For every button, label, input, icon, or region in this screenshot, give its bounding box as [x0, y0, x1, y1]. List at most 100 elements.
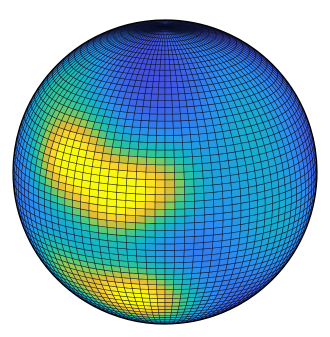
- surface-patch: [164, 64, 171, 71]
- surface-patch: [153, 69, 161, 77]
- surface-patch: [164, 106, 173, 115]
- surface-patch: [106, 198, 117, 208]
- surface-patch: [164, 302, 173, 307]
- surface-patch: [156, 127, 166, 136]
- surface-patch: [212, 183, 223, 193]
- surface-patch: [213, 219, 224, 229]
- surface-patch: [178, 99, 188, 108]
- surface-patch: [172, 113, 182, 122]
- surface-patch: [116, 192, 127, 201]
- surface-patch: [192, 261, 203, 269]
- surface-patch: [173, 268, 184, 275]
- surface-patch: [150, 305, 159, 310]
- surface-patch: [192, 155, 203, 165]
- surface-patch: [164, 236, 176, 245]
- surface-patch: [204, 213, 215, 223]
- surface-patch: [117, 247, 128, 256]
- surface-patch: [190, 272, 201, 280]
- surface-patch: [179, 106, 189, 115]
- surface-patch: [128, 266, 139, 274]
- surface-patch: [194, 207, 205, 216]
- surface-patch: [164, 243, 176, 251]
- surface-patch: [199, 140, 210, 149]
- surface-patch: [156, 293, 166, 299]
- surface-patch: [136, 163, 147, 173]
- surface-patch: [182, 273, 193, 280]
- surface-patch: [207, 139, 218, 149]
- surface-patch: [174, 236, 185, 245]
- surface-patch: [164, 186, 176, 195]
- surface-patch: [127, 163, 138, 172]
- surface-patch: [125, 192, 136, 202]
- surface-patch: [172, 293, 182, 299]
- surface-patch: [154, 208, 166, 217]
- surface-patch: [164, 289, 174, 295]
- surface-patch: [183, 242, 195, 251]
- surface-patch: [135, 99, 145, 107]
- surface-patch: [182, 141, 193, 150]
- surface-patch: [164, 171, 175, 181]
- surface-patch: [142, 301, 152, 307]
- surface-patch: [220, 167, 231, 177]
- surface-patch: [124, 118, 134, 128]
- surface-patch: [164, 135, 175, 143]
- surface-patch: [133, 112, 143, 121]
- surface-patch: [125, 200, 136, 209]
- surface-patch: [121, 133, 132, 142]
- surface-patch: [193, 242, 204, 250]
- surface-patch: [126, 242, 137, 250]
- surface-patch: [136, 261, 147, 269]
- surface-patch: [156, 284, 166, 290]
- surface-patch: [173, 273, 184, 280]
- surface-patch: [157, 302, 166, 307]
- surface-patch: [144, 87, 153, 95]
- surface-patch: [174, 164, 185, 173]
- surface-patch: [190, 278, 201, 285]
- surface-patch: [202, 177, 214, 187]
- surface-patch: [213, 190, 224, 200]
- surface-patch: [145, 171, 156, 180]
- surface-patch: [155, 256, 166, 264]
- surface-patch: [170, 81, 178, 89]
- surface-patch: [201, 154, 212, 164]
- surface-patch: [154, 230, 166, 238]
- surface-patch: [146, 262, 157, 269]
- surface-patch: [174, 193, 186, 203]
- surface-patch: [218, 152, 229, 162]
- surface-patch: [181, 283, 191, 290]
- surface-patch: [97, 189, 108, 199]
- surface-patch: [164, 216, 176, 224]
- surface-patch: [183, 171, 195, 180]
- surface-patch: [155, 149, 166, 158]
- surface-patch: [164, 113, 174, 122]
- surface-patch: [213, 198, 224, 208]
- surface-patch: [116, 177, 128, 187]
- surface-patch: [148, 120, 158, 129]
- surface-patch: [184, 229, 195, 238]
- surface-patch: [173, 142, 184, 151]
- surface-patch: [164, 223, 176, 231]
- surface-patch: [147, 127, 158, 136]
- surface-patch: [213, 226, 224, 236]
- surface-patch: [114, 125, 125, 134]
- surface-patch: [164, 262, 175, 269]
- surface-patch: [126, 178, 137, 187]
- surface-patch: [203, 227, 214, 237]
- surface-patch: [172, 284, 183, 290]
- surface-patch: [164, 230, 176, 238]
- surface-patch: [180, 293, 190, 299]
- surface-patch: [131, 119, 142, 128]
- surface-patch: [164, 149, 175, 158]
- surface-patch: [208, 146, 220, 156]
- surface-patch: [154, 186, 166, 195]
- surface-patch: [157, 106, 166, 115]
- surface-patch: [211, 168, 222, 178]
- surface-patch: [174, 243, 185, 251]
- surface-patch: [209, 154, 221, 163]
- surface-patch: [125, 228, 136, 237]
- surface-patch: [164, 157, 175, 166]
- surface-patch: [135, 229, 146, 238]
- surface-patch: [139, 283, 149, 290]
- surface-patch: [172, 297, 181, 303]
- surface-patch: [128, 148, 139, 157]
